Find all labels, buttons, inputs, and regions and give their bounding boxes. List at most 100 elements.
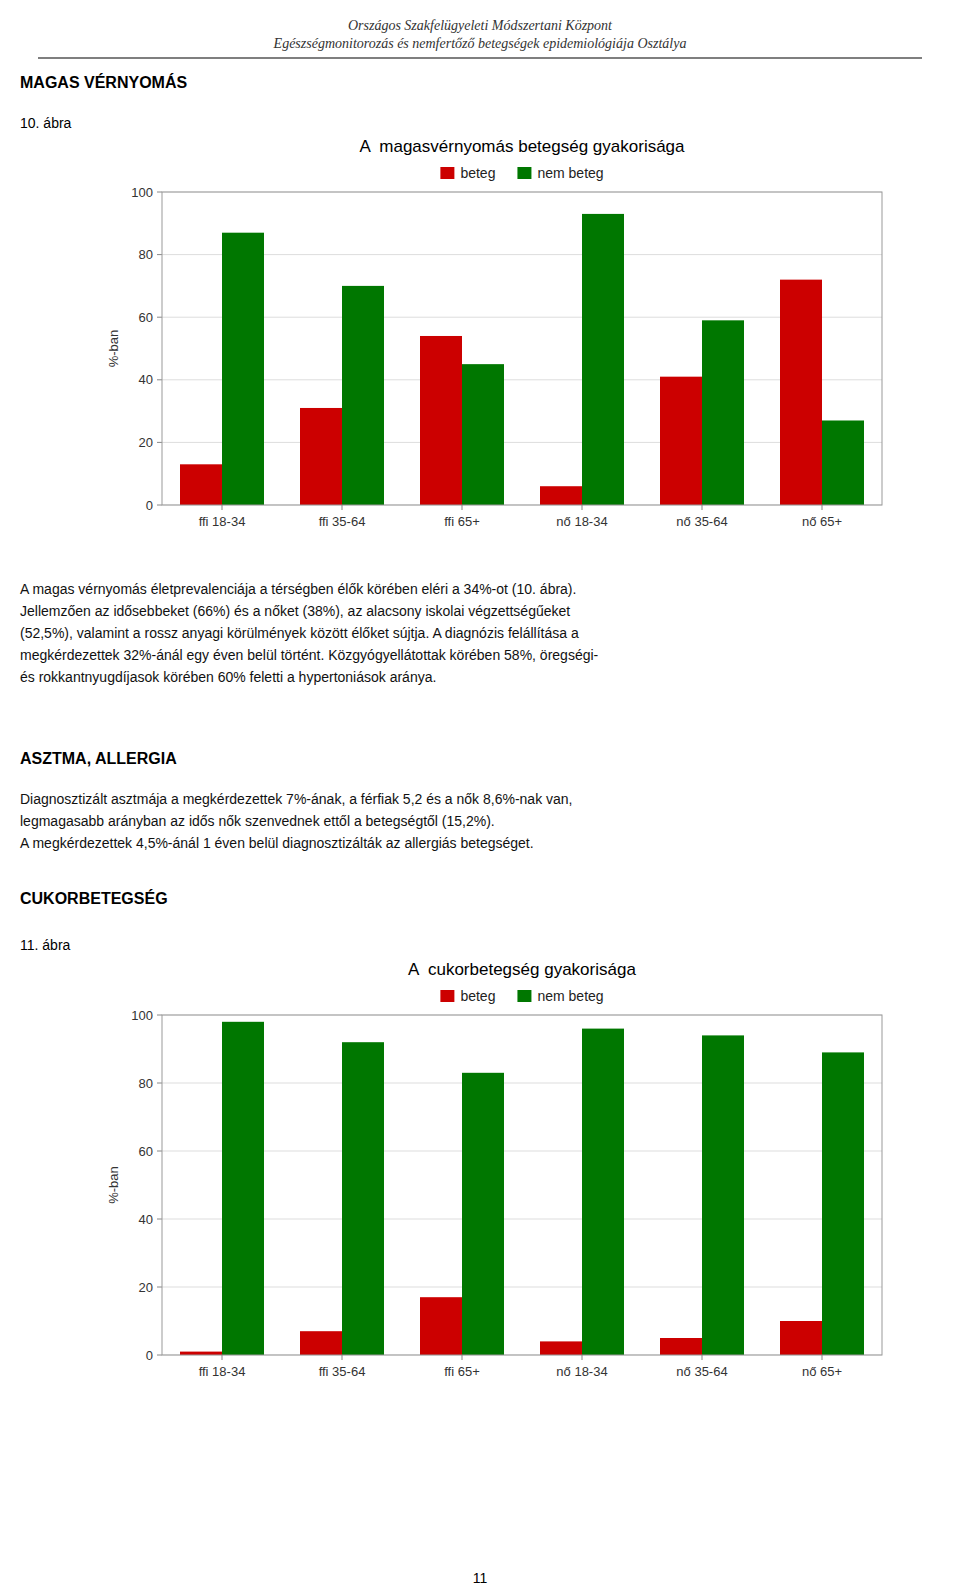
tick-label: 20 [139, 1280, 153, 1295]
tick-label: 100 [131, 185, 153, 200]
axis-label: %-ban [106, 1166, 121, 1204]
tick-mark [157, 1355, 162, 1356]
tick-label: 60 [139, 1144, 153, 1159]
tick-mark [157, 1287, 162, 1288]
bar [420, 336, 462, 505]
bar [540, 486, 582, 505]
tick-label: 40 [139, 1212, 153, 1227]
page: Országos Szakfelügyeleti Módszertani Köz… [0, 0, 960, 1593]
paragraph-line: és rokkantnyugdíjasok körében 60% felett… [20, 669, 436, 685]
bar [780, 280, 822, 505]
grid-line [162, 254, 882, 255]
bars [180, 214, 864, 505]
chart-title: A magasvérnyomás betegség gyakorisága [359, 137, 685, 156]
section-title: MAGAS VÉRNYOMÁS [20, 73, 187, 91]
tick-label: nő 35-64 [676, 514, 727, 529]
section-title: CUKORBETEGSÉG [20, 889, 168, 907]
tick-label: 80 [139, 247, 153, 262]
tick-mark [157, 317, 162, 318]
plot-frame [162, 1015, 882, 1355]
tick-label: 0 [146, 498, 153, 513]
bar [780, 1321, 822, 1355]
bar [420, 1297, 462, 1355]
legend: beteg nem beteg [440, 988, 603, 1004]
tick-mark [157, 1015, 162, 1016]
tick-label: ffi 35-64 [319, 514, 366, 529]
paragraph-line: megkérdezettek 32%-ánál egy éven belül t… [20, 647, 599, 663]
bar [222, 233, 264, 505]
bar [222, 1022, 264, 1355]
paragraph-line: Jellemzően az idősebbeket (66%) és a nők… [20, 603, 570, 619]
tick-mark [342, 505, 343, 510]
bar [660, 377, 702, 505]
bar [462, 1073, 504, 1355]
grid-line [162, 317, 882, 318]
bar [822, 420, 864, 505]
tick-label: 20 [139, 435, 153, 450]
tick-label: ffi 35-64 [319, 1364, 366, 1379]
paragraph-line: (52,5%), valamint a rossz anyagi körülmé… [20, 625, 579, 641]
tick-label: nő 65+ [802, 514, 842, 529]
chart-title: A cukorbetegség gyakorisága [408, 960, 636, 979]
tick-mark [702, 505, 703, 510]
paragraph-line: A magas vérnyomás életprevalenciája a té… [20, 581, 576, 597]
bar [822, 1052, 864, 1355]
bar [342, 286, 384, 505]
legend: beteg nem beteg [440, 165, 603, 181]
tick-label: 100 [131, 1008, 153, 1023]
tick-label: 80 [139, 1076, 153, 1091]
tick-mark [702, 1355, 703, 1360]
bar [180, 1352, 222, 1355]
tick-mark [822, 1355, 823, 1360]
tick-mark [157, 192, 162, 193]
grid-line [162, 1151, 882, 1152]
bar [702, 320, 744, 505]
figure-label: 10. ábra [20, 115, 72, 131]
legend-label: beteg [460, 988, 495, 1004]
legend-swatch [440, 990, 454, 1002]
paragraph-line: Diagnosztizált asztmája a megkérdezettek… [20, 791, 573, 807]
tick-mark [582, 1355, 583, 1360]
grid-line [162, 1083, 882, 1084]
legend-swatch [517, 167, 531, 179]
bar [300, 408, 342, 505]
header-line: Országos Szakfelügyeleti Módszertani Köz… [348, 18, 613, 33]
grid-line [162, 1287, 882, 1288]
tick-label: ffi 65+ [444, 514, 480, 529]
bar [462, 364, 504, 505]
tick-mark [462, 1355, 463, 1360]
section-title: ASZTMA, ALLERGIA [20, 750, 177, 767]
paragraph-line: legmagasabb arányban az idős nők szenved… [20, 813, 495, 829]
figure-label: 11. ábra [20, 937, 71, 953]
tick-label: ffi 18-34 [199, 514, 246, 529]
bar [180, 464, 222, 505]
grid-line [162, 1219, 882, 1220]
header-line: Egészségmonitorozás és nemfertőző betegs… [273, 36, 687, 51]
bar [582, 1029, 624, 1355]
legend-label: nem beteg [537, 165, 603, 181]
legend-label: beteg [460, 165, 495, 181]
tick-mark [222, 1355, 223, 1360]
bar [702, 1035, 744, 1355]
tick-mark [582, 505, 583, 510]
tick-mark [157, 254, 162, 255]
tick-label: nő 18-34 [556, 514, 607, 529]
tick-mark [462, 505, 463, 510]
legend-swatch [517, 990, 531, 1002]
axis-label: %-ban [106, 330, 121, 368]
tick-mark [342, 1355, 343, 1360]
tick-mark [157, 379, 162, 380]
tick-label: nő 65+ [802, 1364, 842, 1379]
tick-label: 60 [139, 310, 153, 325]
bar [540, 1341, 582, 1355]
grid-line [162, 379, 882, 380]
legend-label: nem beteg [537, 988, 603, 1004]
bars [180, 1022, 864, 1355]
tick-label: nő 35-64 [676, 1364, 727, 1379]
bar [660, 1338, 702, 1355]
bar [342, 1042, 384, 1355]
grid-line [162, 442, 882, 443]
tick-label: nő 18-34 [556, 1364, 607, 1379]
legend-swatch [440, 167, 454, 179]
paragraph-line: A megkérdezettek 4,5%-ánál 1 éven belül … [20, 835, 534, 851]
